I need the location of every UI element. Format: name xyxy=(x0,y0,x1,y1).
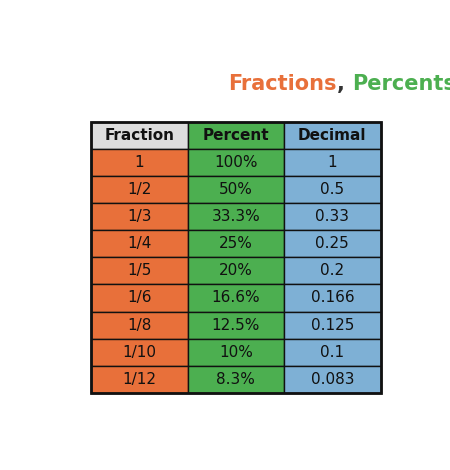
Bar xyxy=(188,284,284,312)
Text: 50%: 50% xyxy=(219,182,253,197)
Bar xyxy=(91,122,381,393)
Bar xyxy=(188,203,284,230)
Bar xyxy=(91,122,188,149)
Text: 1/8: 1/8 xyxy=(127,318,152,333)
Bar xyxy=(284,339,381,366)
Bar xyxy=(91,203,188,230)
Text: 1: 1 xyxy=(328,155,337,170)
Bar xyxy=(284,122,381,149)
Text: 100%: 100% xyxy=(214,155,257,170)
Bar xyxy=(284,176,381,203)
Bar xyxy=(284,366,381,393)
Bar xyxy=(188,149,284,176)
Bar xyxy=(91,176,188,203)
Bar xyxy=(91,339,188,366)
Bar xyxy=(284,312,381,339)
Bar xyxy=(284,149,381,176)
Text: 1/3: 1/3 xyxy=(127,209,152,224)
Text: 1/2: 1/2 xyxy=(127,182,152,197)
Text: 33.3%: 33.3% xyxy=(212,209,260,224)
Text: 1/10: 1/10 xyxy=(122,345,156,360)
Text: 0.33: 0.33 xyxy=(315,209,349,224)
Bar xyxy=(188,257,284,284)
Bar xyxy=(91,366,188,393)
Bar xyxy=(91,149,188,176)
Text: 1/5: 1/5 xyxy=(127,263,152,278)
Text: 0.1: 0.1 xyxy=(320,345,344,360)
Bar xyxy=(188,122,284,149)
Bar xyxy=(91,257,188,284)
Text: Decimal: Decimal xyxy=(298,128,367,142)
Text: 0.5: 0.5 xyxy=(320,182,344,197)
Text: ,: , xyxy=(337,73,352,94)
Bar xyxy=(91,312,188,339)
Text: 1: 1 xyxy=(135,155,144,170)
Text: 16.6%: 16.6% xyxy=(212,290,260,306)
Bar xyxy=(284,203,381,230)
Text: 12.5%: 12.5% xyxy=(212,318,260,333)
Text: 1/6: 1/6 xyxy=(127,290,152,306)
Text: 0.125: 0.125 xyxy=(310,318,354,333)
Text: 0.25: 0.25 xyxy=(315,236,349,251)
Bar xyxy=(284,230,381,257)
Text: 1/12: 1/12 xyxy=(122,372,156,387)
Text: 8.3%: 8.3% xyxy=(216,372,255,387)
Bar xyxy=(188,176,284,203)
Bar xyxy=(188,312,284,339)
Text: Fractions: Fractions xyxy=(228,73,337,94)
Text: 0.2: 0.2 xyxy=(320,263,344,278)
Text: Percent: Percent xyxy=(202,128,269,142)
Bar xyxy=(188,230,284,257)
Bar xyxy=(91,284,188,312)
Text: 20%: 20% xyxy=(219,263,253,278)
Text: 25%: 25% xyxy=(219,236,253,251)
Text: Fraction: Fraction xyxy=(104,128,174,142)
Text: 1/4: 1/4 xyxy=(127,236,152,251)
Bar xyxy=(284,257,381,284)
Bar xyxy=(188,339,284,366)
Text: 0.083: 0.083 xyxy=(310,372,354,387)
Text: Percents: Percents xyxy=(352,73,450,94)
Text: 0.166: 0.166 xyxy=(310,290,354,306)
Text: 10%: 10% xyxy=(219,345,253,360)
Bar xyxy=(284,284,381,312)
Bar xyxy=(188,366,284,393)
Bar xyxy=(91,230,188,257)
